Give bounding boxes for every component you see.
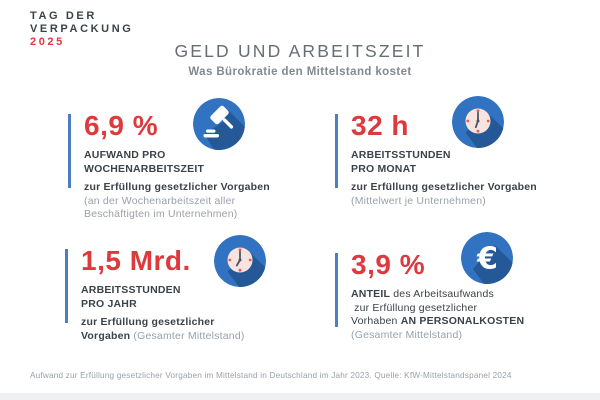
accent-bar	[65, 249, 68, 323]
stat-text-line: Beschäftigten im Unternehmen)	[84, 208, 238, 220]
stat-card-yearly-hours: 1,5 Mrd. ARBEITSSTUNDEN PRO JAHR zur Erfül…	[65, 246, 315, 343]
stat-text-line: zur Erfüllung gesetzlicher	[81, 316, 215, 328]
accent-bar	[335, 114, 338, 188]
euro-glyph: €	[476, 242, 498, 277]
page-title: GELD UND ARBEITSZEIT	[174, 41, 426, 61]
stat-text-line: Vorgaben (Gesamter Mittelstand)	[81, 329, 245, 342]
stat-text-line: ANTEIL des Arbeitsaufwands	[351, 288, 494, 300]
stat-body: 6,9 % AUFWAND PRO WOCHENARBEITSZEIT zur Er…	[84, 111, 318, 222]
brand-line-1: TAG DER	[30, 10, 97, 22]
stat-text-line: PRO JAHR	[81, 297, 137, 310]
clock-icon	[452, 96, 504, 148]
brand-line-2: VERPACKUNG	[30, 23, 134, 35]
page-subtitle: Was Bürokratie den Mittelstand kostet	[188, 66, 412, 78]
stat-text-line: zur Erfüllung gesetzlicher	[351, 301, 478, 314]
stat-text-line: WOCHENARBEITSZEIT	[84, 162, 205, 175]
brand-logo: TAG DER VERPACKUNG 2025	[30, 10, 133, 49]
clock-icon	[214, 235, 266, 287]
stat-body: 3,9 % ANTEIL des Arbeitsaufwands zur Erf…	[351, 250, 585, 342]
stat-description: AUFWAND PRO WOCHENARBEITSZEIT zur Erfüllun…	[84, 149, 318, 222]
stat-text-line: ARBEITSSTUNDEN	[81, 284, 181, 296]
stat-value: 1,5 Mrd.	[81, 245, 191, 276]
footer-note: Aufwand zur Erfüllung gesetzlicher Vorga…	[30, 371, 512, 380]
accent-bar	[68, 114, 71, 188]
stat-body: 32 h ARBEITSSTUNDEN PRO MONAT zur Erfüllun…	[351, 111, 580, 208]
stat-text-line: zur Erfüllung gesetzlicher Vorgaben	[84, 181, 270, 193]
stat-description: ANTEIL des Arbeitsaufwands zur Erfüllung…	[351, 288, 585, 342]
stat-description: ARBEITSSTUNDEN PRO JAHR zur Erfüllung gese…	[81, 284, 315, 343]
stat-text-line: zur Erfüllung gesetzlicher Vorgaben	[351, 181, 537, 193]
stat-text-line: Vorhaben AN PERSONALKOSTEN	[351, 315, 525, 327]
stat-text-line: (an der Wochenarbeitszeit aller	[84, 194, 236, 207]
stat-value: 3,9 %	[351, 249, 426, 280]
stat-card-monthly-hours: 32 h ARBEITSSTUNDEN PRO MONAT zur Erfüllun…	[335, 111, 580, 208]
stat-body: 1,5 Mrd. ARBEITSSTUNDEN PRO JAHR zur Erfül…	[81, 246, 315, 343]
gavel-icon	[193, 98, 245, 150]
stat-value: 32 h	[351, 110, 410, 141]
bottom-band	[0, 393, 600, 400]
euro-icon: €	[461, 232, 513, 284]
stat-card-personnel-cost-share: 3,9 % ANTEIL des Arbeitsaufwands zur Erf…	[335, 250, 585, 342]
stat-value: 6,9 %	[84, 110, 159, 141]
stat-text-line: AUFWAND PRO	[84, 149, 166, 161]
page-header: GELD UND ARBEITSZEIT Was Bürokratie den …	[0, 41, 600, 78]
stat-description: ARBEITSSTUNDEN PRO MONAT zur Erfüllung ges…	[351, 149, 580, 208]
stat-card-weekly-effort: 6,9 % AUFWAND PRO WOCHENARBEITSZEIT zur Er…	[68, 111, 318, 222]
stat-text-line: (Gesamter Mittelstand)	[351, 328, 463, 341]
accent-bar	[335, 253, 338, 327]
brand-year: 2025	[30, 36, 65, 48]
stat-text-line: PRO MONAT	[351, 162, 417, 175]
stat-text-line: (Mittelwert je Unternehmen)	[351, 194, 486, 207]
stat-text-line: ARBEITSSTUNDEN	[351, 149, 451, 161]
